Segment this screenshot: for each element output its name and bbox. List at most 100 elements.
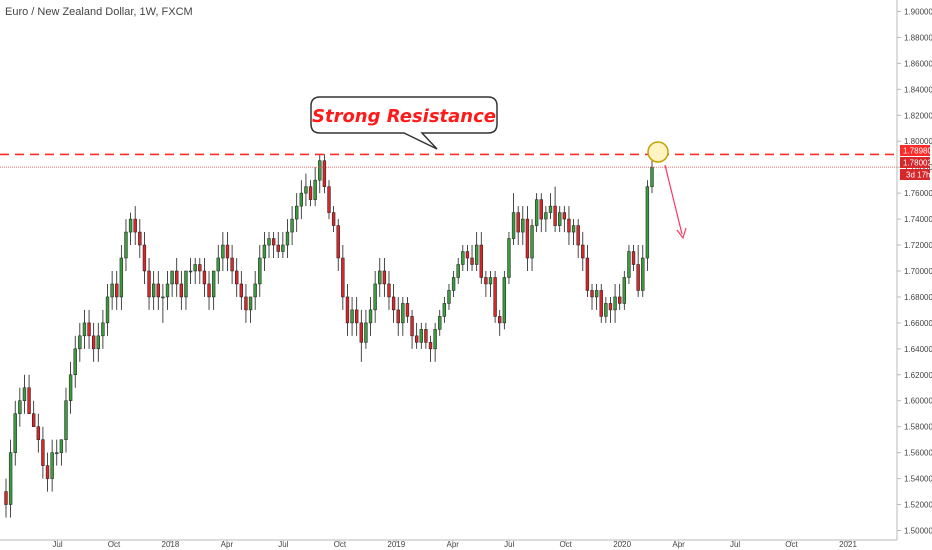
candle-body-down (341, 257, 345, 298)
candle-body-up (401, 303, 405, 324)
candle-body-up (119, 257, 124, 298)
candle (465, 245, 470, 271)
candle-body-up (558, 212, 562, 226)
candle (165, 270, 170, 310)
price-tick-label: 1.56000 (904, 449, 932, 458)
candle-body-down (396, 309, 400, 324)
candle-body-up (461, 251, 465, 265)
candle-body-up (488, 277, 493, 285)
candle-body-up (18, 400, 22, 414)
candle-body-up (645, 186, 650, 259)
candle (318, 154, 322, 194)
candle-body-up (59, 439, 64, 453)
candle-body-up (96, 335, 100, 350)
candle (488, 270, 493, 297)
candle (82, 309, 87, 349)
candle-body-up (281, 244, 285, 252)
candle (604, 296, 608, 323)
candle-body-down (308, 186, 313, 200)
candle-body-down (405, 303, 410, 317)
candle-body-down (428, 342, 433, 350)
candle (414, 322, 419, 349)
candle (8, 439, 13, 518)
candle-body-up (64, 400, 68, 440)
candle-body-up (447, 290, 451, 304)
candle (142, 232, 147, 284)
candle (267, 232, 271, 259)
candle (147, 258, 151, 310)
candle-body-down (636, 264, 640, 291)
candle (548, 193, 553, 220)
candle-body-up (438, 316, 442, 330)
candle-body-up (622, 277, 626, 304)
candle-body-up (262, 244, 267, 259)
candle (36, 413, 40, 453)
candle (119, 245, 124, 310)
candle (313, 167, 317, 207)
resistance-callout-text: Strong Resistance (312, 106, 496, 127)
candle (576, 219, 580, 259)
price-tick-label: 1.88000 (904, 33, 932, 42)
candle (128, 212, 133, 246)
candle-body-up (318, 160, 322, 181)
candle-body-down (525, 218, 530, 259)
candle (55, 439, 59, 466)
candle-body-up (544, 212, 548, 220)
candle-body-up (350, 309, 354, 324)
candle (32, 400, 36, 427)
candle-body-up (373, 283, 377, 311)
candle (184, 270, 188, 310)
candle-body-down (115, 283, 119, 298)
candle (18, 387, 22, 427)
price-tick-label: 1.52000 (904, 501, 932, 510)
candle (594, 283, 599, 310)
candle-body-up (68, 374, 73, 401)
candle-body-down (244, 296, 248, 311)
candle-body-down (327, 186, 331, 213)
candle (442, 296, 447, 323)
last-price-badge (900, 157, 930, 168)
candle-body-up (73, 348, 77, 376)
candle-body-down (410, 316, 414, 337)
resistance-touch-circle (647, 141, 669, 163)
candle-body-up (613, 296, 617, 311)
candle-body-up (105, 296, 110, 324)
candle-body-down (498, 316, 502, 324)
candle-body-up (50, 452, 54, 479)
candle-body-down (27, 387, 31, 414)
candle (608, 296, 613, 323)
candle (91, 322, 96, 362)
candle (45, 452, 50, 492)
candle-body-down (553, 205, 557, 226)
candle (401, 296, 405, 336)
candle (410, 309, 414, 349)
candle (544, 206, 548, 233)
candle (470, 245, 474, 271)
candle-body-up (184, 270, 188, 298)
candle-body-down (631, 251, 636, 265)
candle-body-up (78, 335, 82, 350)
candle-body-down (618, 296, 622, 304)
candle-body-up (521, 218, 525, 233)
candle-body-up (507, 238, 511, 278)
down-arrow-line (664, 164, 683, 235)
candle (64, 387, 68, 453)
candle (511, 193, 516, 246)
price-tick-label: 1.72000 (904, 241, 932, 250)
candle (281, 232, 285, 259)
candle-body-down (479, 244, 483, 278)
candle-body-down (590, 290, 594, 298)
candle-body-down (4, 491, 8, 505)
candle-body-down (87, 322, 91, 337)
candle-body-up (170, 270, 174, 285)
candle-body-down (198, 264, 202, 272)
candle (13, 400, 17, 466)
candle-body-up (502, 277, 507, 324)
candle (253, 270, 257, 310)
candle-body-down (576, 225, 580, 246)
candle (230, 245, 234, 284)
candle-body-down (336, 225, 340, 259)
candle (378, 258, 382, 297)
candle (359, 309, 363, 362)
